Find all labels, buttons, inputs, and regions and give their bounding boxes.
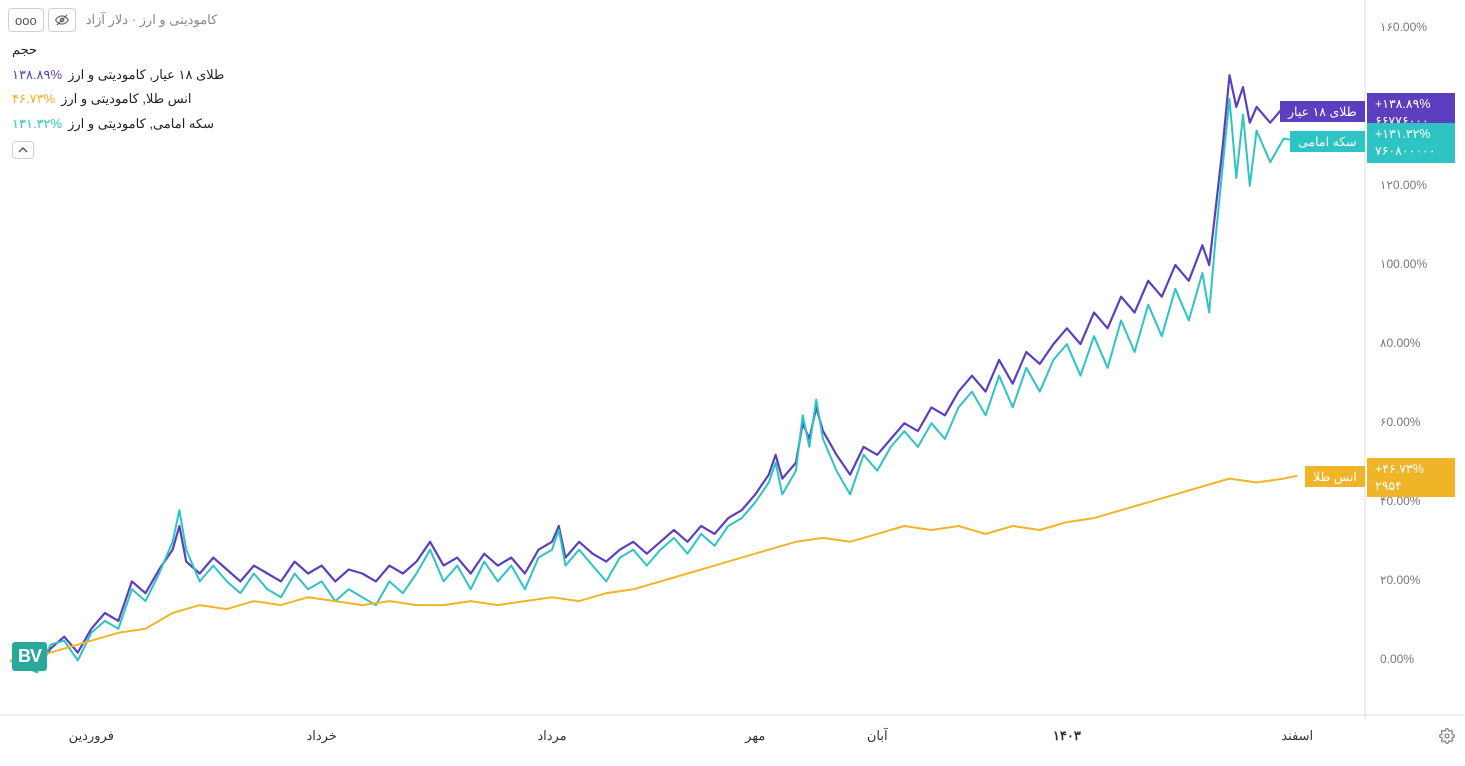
x-axis-tick: خرداد [292,728,352,744]
series-tag-value: +۱۳۱.۳۲%۷۶۰۸۰۰۰۰۰ [1367,123,1455,163]
y-axis-tick: ۱۶0.00% [1380,20,1427,34]
series-tag-name: سکه امامی [1290,131,1365,152]
x-axis-tick: فروردین [61,728,121,744]
series-tag-value: +۴۶.۷۳%۲۹۵۴ [1367,458,1455,498]
settings-gear-icon[interactable] [1439,728,1455,748]
y-axis-tick: ۶0.00% [1380,415,1420,429]
y-axis-tick: ۸0.00% [1380,336,1420,350]
series-line-gold18 [10,75,1297,668]
chart-container: ooo کامودیتی و ارز · دلار آزاد حجم ۱۳۸.۸… [0,0,1465,766]
x-axis-tick: اسفند [1267,728,1327,744]
chart-plot[interactable] [0,0,1465,766]
y-axis-tick: ۱۲0.00% [1380,178,1427,192]
x-axis-tick: مرداد [522,728,582,744]
series-tag-name: انس طلا [1305,466,1365,487]
y-axis-tick: ۱00.00% [1380,257,1427,271]
series-line-emami [10,99,1297,672]
x-axis-tick: آبان [847,728,907,744]
x-axis-tick: مهر [725,728,785,744]
series-tag-name: طلای ۱۸ عیار [1280,101,1365,122]
watermark-logo: BV [12,642,47,671]
y-axis-tick: 0.00% [1380,652,1414,666]
y-axis-tick: ۲0.00% [1380,573,1420,587]
x-axis-tick: ۱۴۰۳ [1037,728,1097,744]
